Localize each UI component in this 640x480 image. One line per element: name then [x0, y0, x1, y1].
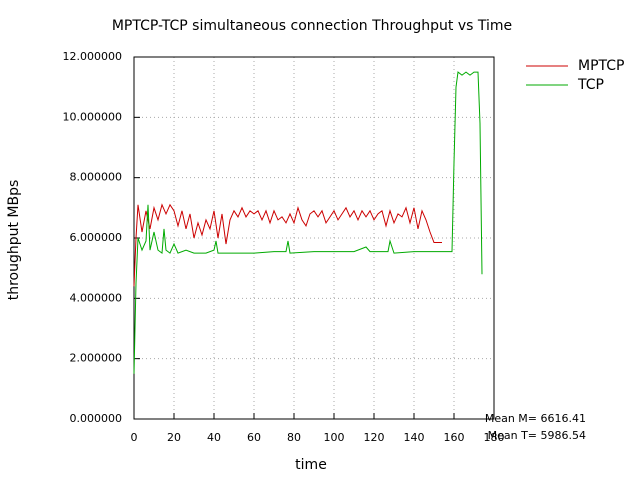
x-tick-label: 0 — [131, 431, 138, 444]
y-tick-label: 6.000000 — [70, 231, 123, 244]
plot-frame — [133, 56, 495, 420]
y-tick-label: 12.000000 — [63, 50, 123, 63]
legend-label: MPTCP — [578, 58, 624, 74]
y-tick-label: 8.000000 — [70, 171, 123, 184]
annotation: Mean M= 6616.41 — [485, 412, 586, 425]
x-tick-label: 120 — [364, 431, 385, 444]
chart-title: MPTCP-TCP simultaneous connection Throug… — [112, 18, 512, 34]
x-tick-label: 100 — [324, 431, 345, 444]
annotation: Mean T= 5986.54 — [488, 429, 586, 442]
x-tick-label: 20 — [167, 431, 181, 444]
x-tick-label: 160 — [444, 431, 465, 444]
x-axis-label: time — [295, 457, 327, 473]
series-line — [133, 203, 442, 287]
series-line — [133, 71, 483, 374]
y-tick-label: 4.000000 — [70, 291, 123, 304]
y-tick-label: 10.000000 — [63, 110, 123, 123]
y-tick-label: 2.000000 — [70, 352, 123, 365]
y-tick-label: 0.000000 — [70, 412, 123, 425]
x-tick-label: 140 — [404, 431, 425, 444]
x-tick-label: 180 — [484, 431, 505, 444]
x-tick-label: 60 — [247, 431, 261, 444]
legend-label: TCP — [577, 77, 604, 93]
x-tick-label: 40 — [207, 431, 221, 444]
x-tick-label: 80 — [287, 431, 301, 444]
y-axis-label: throughput MBps — [6, 180, 22, 301]
